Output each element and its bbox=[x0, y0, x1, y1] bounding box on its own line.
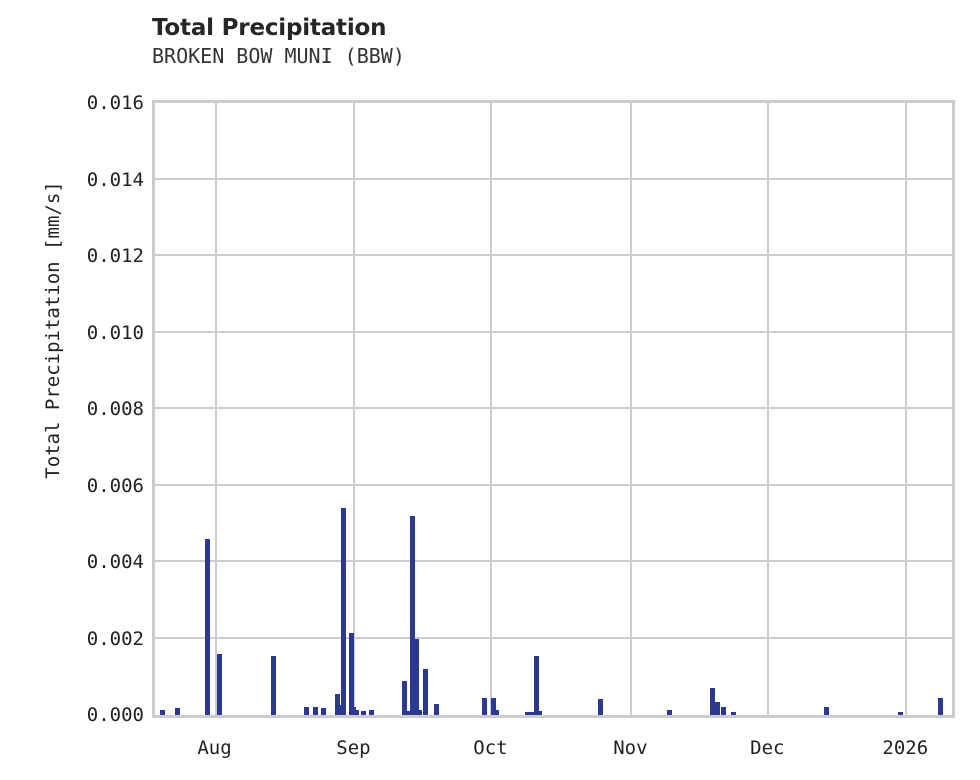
y-axis-tick-label: 0.016 bbox=[86, 92, 144, 114]
bar bbox=[313, 706, 319, 715]
y-axis-tick-label: 0.012 bbox=[86, 245, 144, 267]
gridline-vertical bbox=[905, 103, 907, 715]
gridline-horizontal bbox=[155, 177, 952, 180]
bar bbox=[401, 681, 407, 715]
bar bbox=[271, 655, 277, 715]
gridline-horizontal bbox=[155, 330, 952, 333]
bar bbox=[340, 508, 346, 715]
title-block: Total Precipitation BROKEN BOW MUNI (BBW… bbox=[152, 14, 852, 69]
bar bbox=[360, 711, 366, 715]
bar bbox=[413, 639, 419, 715]
gridline-vertical bbox=[630, 103, 632, 715]
y-axis-tick-label: 0.014 bbox=[86, 168, 144, 191]
bar bbox=[715, 701, 721, 715]
bar bbox=[205, 539, 211, 715]
bar bbox=[217, 653, 223, 715]
x-axis-tick-label: Nov bbox=[613, 737, 648, 759]
bar bbox=[527, 711, 533, 715]
bar bbox=[731, 711, 737, 715]
bar bbox=[303, 706, 309, 715]
x-axis-tick-label: Sep bbox=[336, 737, 371, 759]
bar bbox=[417, 710, 423, 715]
gridline-horizontal bbox=[155, 560, 952, 562]
gridline-vertical bbox=[767, 103, 769, 715]
gridline-vertical bbox=[490, 103, 492, 715]
plot-canvas bbox=[155, 103, 952, 715]
x-axis-tick-label: Dec bbox=[750, 737, 785, 759]
x-axis-tick-labels: Aug Sep Oct Nov Dec 2026 bbox=[0, 737, 980, 767]
gridline-vertical bbox=[353, 103, 355, 715]
bar bbox=[335, 693, 340, 715]
x-axis-tick-label: Aug bbox=[197, 737, 232, 759]
gridline-vertical bbox=[215, 103, 217, 715]
bar bbox=[350, 706, 356, 715]
bar bbox=[354, 710, 360, 715]
chart-subtitle: BROKEN BOW MUNI (BBW) bbox=[152, 44, 405, 68]
bar bbox=[321, 708, 327, 715]
bar bbox=[534, 655, 540, 715]
y-axis-tick-label: 0.004 bbox=[86, 551, 144, 573]
x-axis-tick-label: Oct bbox=[473, 737, 508, 759]
bar bbox=[423, 669, 429, 715]
bar bbox=[409, 516, 415, 715]
x-axis-tick-label: 2026 bbox=[882, 737, 929, 759]
bar bbox=[598, 698, 604, 715]
bar bbox=[491, 697, 497, 715]
y-axis-tick-label: 0.002 bbox=[86, 627, 144, 650]
y-axis-tick-label: 0.000 bbox=[86, 704, 144, 726]
bar bbox=[349, 632, 355, 715]
y-axis-tick-label: 0.010 bbox=[86, 321, 144, 344]
y-axis-tick-label: 0.008 bbox=[86, 398, 144, 420]
bar bbox=[494, 710, 500, 715]
bar bbox=[938, 697, 944, 715]
bar bbox=[482, 697, 488, 715]
bar bbox=[720, 707, 726, 715]
gridline-horizontal bbox=[155, 254, 952, 256]
bar bbox=[369, 710, 375, 715]
bar bbox=[666, 710, 672, 715]
gridline-horizontal bbox=[155, 636, 952, 639]
bar bbox=[405, 711, 411, 715]
plot-area bbox=[152, 100, 955, 718]
chart-title: Total Precipitation bbox=[152, 15, 387, 41]
y-axis-tick-label: 0.006 bbox=[86, 474, 144, 497]
bar bbox=[433, 703, 439, 715]
gridline-horizontal bbox=[155, 407, 952, 409]
bar bbox=[537, 711, 543, 715]
bar bbox=[898, 711, 904, 715]
bar bbox=[709, 688, 715, 715]
y-axis-tick-labels: 0.000 0.002 0.004 0.006 0.008 0.010 0.012 0.014… bbox=[0, 0, 144, 780]
bar bbox=[160, 710, 166, 715]
gridline-horizontal bbox=[155, 483, 952, 486]
bar bbox=[823, 706, 829, 715]
bar bbox=[174, 708, 180, 715]
